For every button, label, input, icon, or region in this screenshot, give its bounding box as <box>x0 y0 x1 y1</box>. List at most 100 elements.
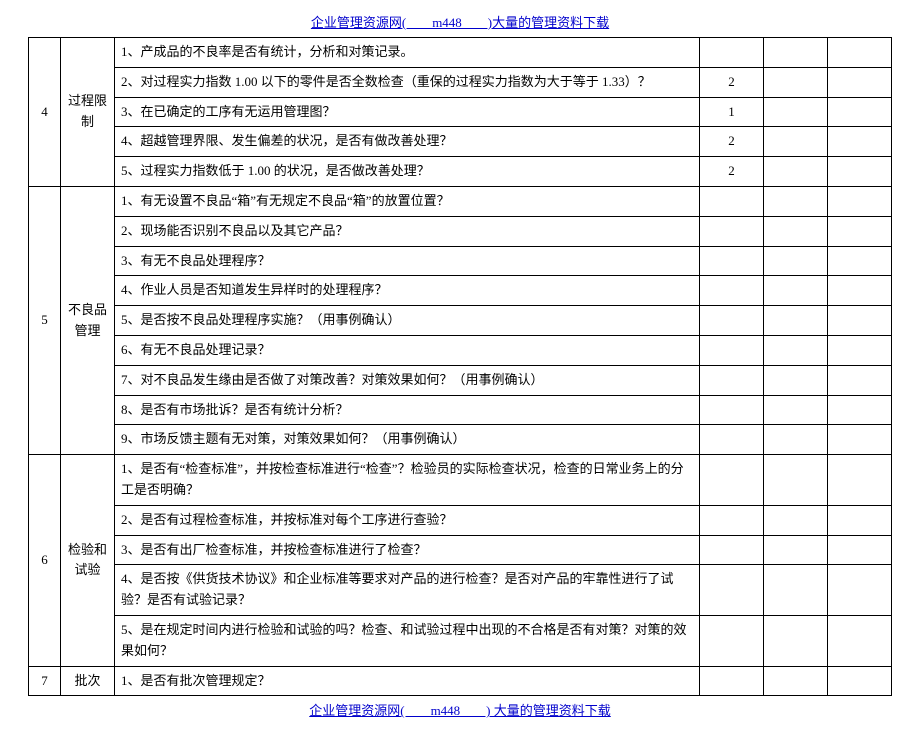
value-cell <box>828 365 892 395</box>
table-row: 5、过程实力指数低于 1.00 的状况，是否做改善处理？2 <box>29 157 892 187</box>
value-cell: 2 <box>700 67 764 97</box>
value-cell <box>764 127 828 157</box>
table-row: 2、现场能否识别不良品以及其它产品？ <box>29 216 892 246</box>
item-description: 5、是否按不良品处理程序实施？（用事例确认） <box>115 306 700 336</box>
value-cell <box>828 306 892 336</box>
table-row: 4、是否按《供货技术协议》和企业标准等要求对产品的进行检查？是否对产品的牢靠性进… <box>29 565 892 616</box>
item-description: 1、是否有批次管理规定？ <box>115 666 700 696</box>
value-cell <box>764 276 828 306</box>
value-cell <box>764 565 828 616</box>
value-cell <box>764 505 828 535</box>
table-row: 4、超越管理界限、发生偏差的状况，是否有做改善处理？2 <box>29 127 892 157</box>
section-number: 6 <box>29 455 61 666</box>
value-cell <box>828 505 892 535</box>
item-description: 8、是否有市场批诉？是否有统计分析？ <box>115 395 700 425</box>
value-cell <box>828 535 892 565</box>
table-row: 6、有无不良品处理记录？ <box>29 335 892 365</box>
value-cell <box>764 157 828 187</box>
item-description: 3、是否有出厂检查标准，并按检查标准进行了检查？ <box>115 535 700 565</box>
value-cell <box>764 335 828 365</box>
value-cell <box>700 535 764 565</box>
table-row: 3、是否有出厂检查标准，并按检查标准进行了检查？ <box>29 535 892 565</box>
table-row: 9、市场反馈主题有无对策，对策效果如何？（用事例确认） <box>29 425 892 455</box>
item-description: 6、有无不良品处理记录？ <box>115 335 700 365</box>
value-cell <box>764 306 828 336</box>
value-cell <box>700 276 764 306</box>
value-cell <box>828 157 892 187</box>
value-cell: 2 <box>700 157 764 187</box>
value-cell <box>700 565 764 616</box>
value-cell: 2 <box>700 127 764 157</box>
table-row: 6检验和试验1、是否有“检查标准”，并按检查标准进行“检查”？检验员的实际检查状… <box>29 455 892 506</box>
header-link[interactable]: 企业管理资源网( m448 )大量的管理资料下载 <box>28 12 892 31</box>
value-cell <box>700 38 764 68</box>
item-description: 2、对过程实力指数 1.00 以下的零件是否全数检查（重保的过程实力指数为大于等… <box>115 67 700 97</box>
item-description: 2、是否有过程检查标准，并按标准对每个工序进行查验？ <box>115 505 700 535</box>
value-cell <box>700 335 764 365</box>
value-cell <box>700 216 764 246</box>
item-description: 1、是否有“检查标准”，并按检查标准进行“检查”？检验员的实际检查状况，检查的日… <box>115 455 700 506</box>
value-cell <box>764 246 828 276</box>
section-category: 检验和试验 <box>61 455 115 666</box>
value-cell <box>764 455 828 506</box>
value-cell <box>700 615 764 666</box>
value-cell <box>764 615 828 666</box>
item-description: 5、过程实力指数低于 1.00 的状况，是否做改善处理？ <box>115 157 700 187</box>
value-cell <box>828 38 892 68</box>
value-cell <box>828 276 892 306</box>
item-description: 4、超越管理界限、发生偏差的状况，是否有做改善处理？ <box>115 127 700 157</box>
value-cell <box>828 666 892 696</box>
value-cell <box>828 335 892 365</box>
item-description: 4、作业人员是否知道发生异样时的处理程序？ <box>115 276 700 306</box>
value-cell <box>764 535 828 565</box>
value-cell <box>764 666 828 696</box>
value-cell <box>700 395 764 425</box>
section-number: 7 <box>29 666 61 696</box>
value-cell <box>700 306 764 336</box>
value-cell <box>828 565 892 616</box>
item-description: 1、产成品的不良率是否有统计，分析和对策记录。 <box>115 38 700 68</box>
item-description: 9、市场反馈主题有无对策，对策效果如何？（用事例确认） <box>115 425 700 455</box>
value-cell <box>700 246 764 276</box>
value-cell <box>828 455 892 506</box>
audit-table: 4过程限制1、产成品的不良率是否有统计，分析和对策记录。2、对过程实力指数 1.… <box>28 37 892 696</box>
item-description: 4、是否按《供货技术协议》和企业标准等要求对产品的进行检查？是否对产品的牢靠性进… <box>115 565 700 616</box>
table-row: 7、对不良品发生缘由是否做了对策改善？对策效果如何？（用事例确认） <box>29 365 892 395</box>
value-cell <box>764 365 828 395</box>
value-cell <box>764 216 828 246</box>
table-row: 3、有无不良品处理程序？ <box>29 246 892 276</box>
value-cell <box>828 97 892 127</box>
table-row: 2、对过程实力指数 1.00 以下的零件是否全数检查（重保的过程实力指数为大于等… <box>29 67 892 97</box>
item-description: 5、是在规定时间内进行检验和试验的吗？检查、和试验过程中出现的不合格是否有对策？… <box>115 615 700 666</box>
value-cell: 1 <box>700 97 764 127</box>
table-row: 3、在已确定的工序有无运用管理图？1 <box>29 97 892 127</box>
value-cell <box>700 365 764 395</box>
section-number: 5 <box>29 186 61 454</box>
table-row: 5、是在规定时间内进行检验和试验的吗？检查、和试验过程中出现的不合格是否有对策？… <box>29 615 892 666</box>
table-row: 7批次1、是否有批次管理规定？ <box>29 666 892 696</box>
table-row: 5不良品管理1、有无设置不良品“箱”有无规定不良品“箱”的放置位置？ <box>29 186 892 216</box>
value-cell <box>828 615 892 666</box>
value-cell <box>828 216 892 246</box>
value-cell <box>764 38 828 68</box>
item-description: 3、在已确定的工序有无运用管理图？ <box>115 97 700 127</box>
footer-link[interactable]: 企业管理资源网( m448 ) 大量的管理资料下载 <box>28 700 892 719</box>
value-cell <box>700 455 764 506</box>
section-category: 过程限制 <box>61 38 115 187</box>
table-row: 2、是否有过程检查标准，并按标准对每个工序进行查验？ <box>29 505 892 535</box>
value-cell <box>764 425 828 455</box>
value-cell <box>828 395 892 425</box>
table-row: 4过程限制1、产成品的不良率是否有统计，分析和对策记录。 <box>29 38 892 68</box>
value-cell <box>764 395 828 425</box>
table-row: 4、作业人员是否知道发生异样时的处理程序？ <box>29 276 892 306</box>
item-description: 2、现场能否识别不良品以及其它产品？ <box>115 216 700 246</box>
table-row: 5、是否按不良品处理程序实施？（用事例确认） <box>29 306 892 336</box>
section-number: 4 <box>29 38 61 187</box>
item-description: 7、对不良品发生缘由是否做了对策改善？对策效果如何？（用事例确认） <box>115 365 700 395</box>
value-cell <box>700 186 764 216</box>
value-cell <box>764 186 828 216</box>
value-cell <box>700 505 764 535</box>
value-cell <box>700 425 764 455</box>
value-cell <box>828 67 892 97</box>
item-description: 1、有无设置不良品“箱”有无规定不良品“箱”的放置位置？ <box>115 186 700 216</box>
